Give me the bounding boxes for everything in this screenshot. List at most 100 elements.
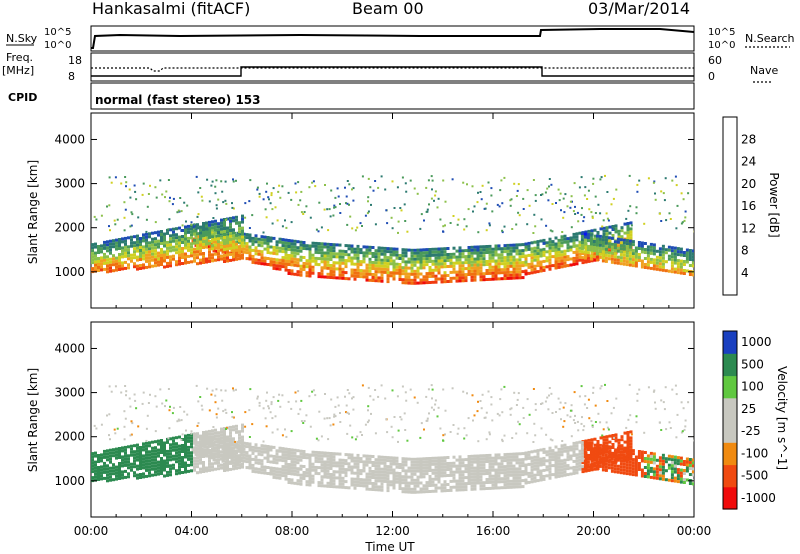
power-cell: [612, 197, 615, 200]
velocity-cell: [485, 457, 489, 460]
power-cell: [146, 205, 149, 208]
velocity-cell: [485, 469, 489, 472]
velocity-cell: [428, 457, 432, 460]
cpid-panel: [90, 82, 695, 110]
power-cell: [97, 245, 100, 248]
velocity-cell: [193, 438, 196, 442]
velocity-cell: [258, 404, 261, 407]
velocity-cell: [115, 474, 118, 478]
power-cell: [513, 182, 516, 185]
velocity-cell: [266, 448, 270, 451]
velocity-cell: [625, 457, 629, 461]
velocity-cell: [222, 410, 225, 413]
power-cell: [604, 250, 608, 254]
velocity-cell: [136, 452, 139, 456]
velocity-cell: [231, 415, 234, 418]
power-cell: [124, 260, 127, 264]
power-cell: [693, 230, 694, 233]
power-cell: [127, 251, 130, 255]
velocity-cell: [380, 476, 384, 480]
velocity-cell: [338, 464, 342, 468]
power-cell: [377, 186, 380, 189]
power-cell: [517, 183, 520, 186]
power-cell: [115, 244, 118, 248]
velocity-cell: [527, 471, 531, 475]
power-cell: [551, 243, 555, 247]
power-cell: [208, 241, 211, 245]
velocity-cell: [488, 462, 492, 466]
power-cell: [589, 233, 593, 237]
velocity-cell: [536, 461, 540, 465]
power-cell: [263, 241, 267, 245]
power-cell: [419, 227, 422, 230]
velocity-cell: [548, 467, 552, 471]
velocity-cell: [635, 421, 638, 424]
power-cell: [323, 208, 326, 211]
velocity-cell: [248, 445, 252, 449]
power-cell: [248, 239, 252, 243]
velocity-cell: [353, 483, 357, 487]
velocity-cell: [606, 400, 609, 402]
power-cell: [569, 245, 573, 249]
power-cell: [685, 251, 689, 255]
power-cell: [166, 246, 169, 250]
velocity-cell: [437, 480, 441, 484]
power-cell: [346, 223, 349, 226]
velocity-cell: [555, 411, 557, 413]
power-cell: [398, 254, 402, 257]
power-cell: [154, 221, 157, 224]
velocity-cell: [563, 458, 567, 462]
velocity-cell: [497, 465, 501, 469]
velocity-cell: [365, 454, 369, 458]
power-cell: [100, 265, 103, 269]
power-cell: [501, 202, 504, 205]
power-cell: [109, 239, 112, 243]
power-cell: [488, 224, 491, 227]
power-cell: [341, 273, 345, 277]
velocity-cell: [350, 465, 354, 469]
velocity-cell: [130, 462, 133, 466]
velocity-cell: [461, 476, 465, 480]
velocity-cell: [178, 468, 181, 472]
velocity-cell: [401, 478, 405, 482]
power-cell: [142, 257, 145, 261]
velocity-cell: [494, 474, 498, 478]
power-cell: [154, 240, 157, 244]
power-cell: [371, 261, 375, 264]
power-cell: [178, 262, 181, 266]
velocity-cell: [640, 453, 644, 457]
velocity-cell: [661, 468, 665, 472]
velocity-cell: [281, 450, 285, 454]
power-cell: [557, 241, 561, 245]
power-cell: [643, 222, 646, 225]
power-cell: [326, 263, 330, 267]
power-cell: [112, 260, 115, 264]
velocity-cell: [512, 458, 516, 462]
velocity-cell: [548, 394, 550, 397]
power-cell: [238, 221, 241, 225]
velocity-cell: [202, 437, 205, 440]
velocity-cell: [458, 476, 462, 480]
velocity-cell: [248, 466, 252, 470]
velocity-cell: [290, 481, 294, 485]
velocity-cell: [626, 443, 630, 446]
velocity-cell: [372, 398, 375, 401]
velocity-cell: [540, 403, 542, 405]
power-cell: [404, 248, 408, 252]
velocity-cell: [333, 415, 336, 418]
power-cell: [91, 246, 94, 250]
velocity-cell: [145, 465, 148, 469]
power-cell: [634, 246, 638, 250]
power-cell: [211, 256, 214, 260]
power-cell: [362, 254, 366, 258]
velocity-cell: [362, 454, 366, 458]
velocity-cell: [569, 448, 573, 452]
power-cell: [427, 179, 430, 182]
velocity-cell: [533, 476, 537, 480]
power-cell: [461, 261, 465, 265]
power-cell: [389, 259, 393, 263]
velocity-cell: [365, 460, 369, 464]
velocity-cell: [163, 474, 166, 478]
velocity-cell: [145, 474, 148, 478]
power-cell: [287, 248, 291, 251]
